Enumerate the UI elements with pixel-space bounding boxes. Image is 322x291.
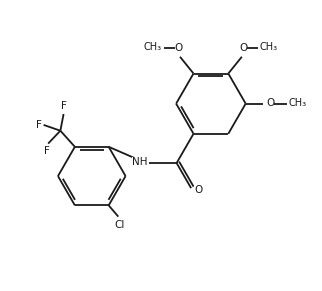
- Text: NH: NH: [132, 157, 147, 167]
- Text: CH₃: CH₃: [144, 42, 162, 52]
- Text: O: O: [175, 42, 183, 53]
- Text: F: F: [44, 146, 50, 155]
- Text: O: O: [194, 185, 203, 195]
- Text: F: F: [61, 101, 67, 111]
- Text: O: O: [239, 42, 247, 53]
- Text: CH₃: CH₃: [289, 98, 307, 108]
- Text: CH₃: CH₃: [260, 42, 278, 52]
- Text: O: O: [266, 98, 274, 108]
- Text: Cl: Cl: [115, 220, 125, 230]
- Text: F: F: [36, 120, 42, 130]
